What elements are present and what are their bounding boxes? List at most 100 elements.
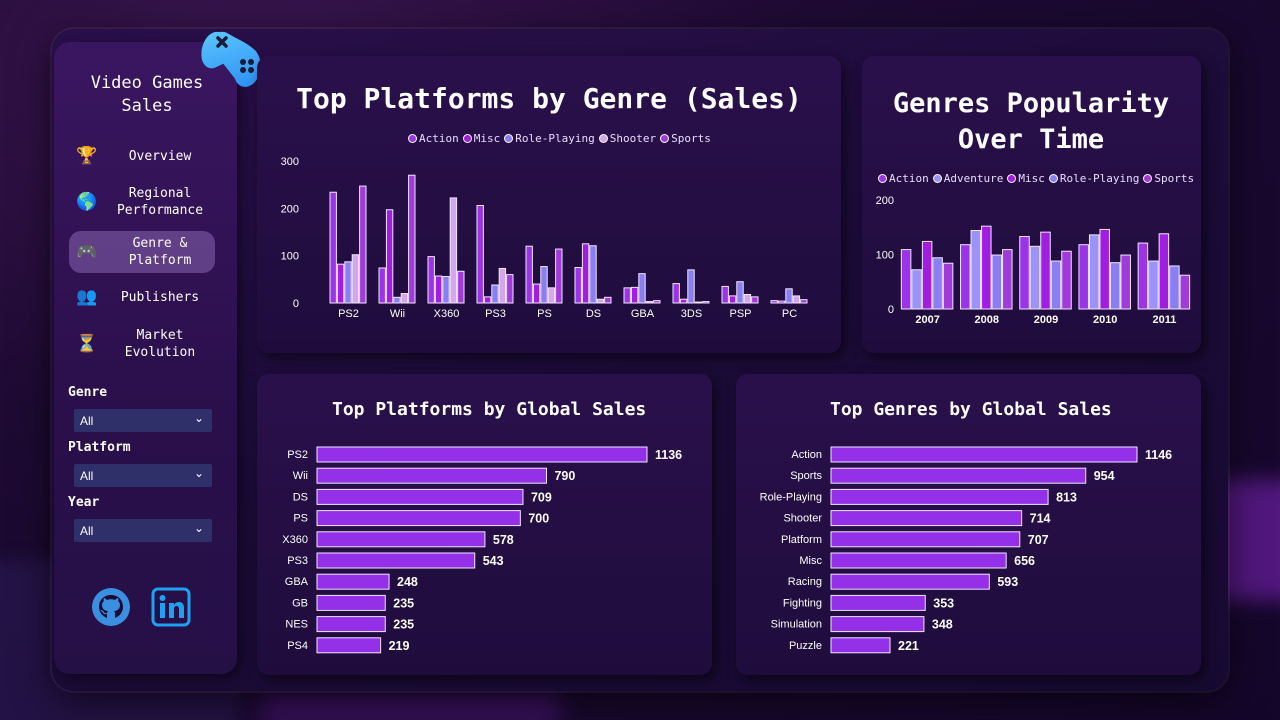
bar-role-playing-3ds[interactable] — [687, 269, 695, 304]
bar-misc-pc[interactable] — [777, 300, 786, 304]
bar-misc-ds[interactable] — [581, 243, 590, 304]
bar-shooter-x360[interactable] — [449, 197, 458, 304]
bar-sports-ps[interactable] — [555, 248, 563, 304]
bar-role-playing-2008[interactable] — [991, 254, 1003, 310]
bar-sports-2007[interactable] — [942, 262, 954, 310]
bar-misc-2010[interactable] — [1099, 228, 1110, 310]
bar-shooter-pc[interactable] — [792, 295, 801, 304]
bar-misc-ps2[interactable] — [336, 263, 345, 304]
bar-misc-wii[interactable] — [385, 209, 394, 304]
bar-ps[interactable] — [316, 510, 521, 527]
bar-action-2008[interactable] — [960, 244, 971, 310]
bar-simulation[interactable] — [830, 616, 925, 633]
genre-filter-dropdown[interactable]: All ⌄ — [74, 409, 212, 432]
bar-action-pc[interactable] — [770, 300, 778, 304]
bar-action-wii[interactable] — [378, 267, 386, 304]
bar-role-playing-gba[interactable] — [638, 273, 646, 304]
bar-sports-2008[interactable] — [1002, 249, 1013, 310]
bar-action[interactable] — [830, 446, 1138, 463]
legend-item[interactable]: Role-Playing — [1048, 172, 1139, 185]
bar-action-ps2[interactable] — [329, 191, 337, 304]
bar-action-gba[interactable] — [623, 287, 631, 304]
bar-wii[interactable] — [316, 467, 547, 484]
bar-role-playing[interactable] — [830, 488, 1049, 505]
bar-sports-2009[interactable] — [1061, 250, 1072, 310]
bar-sports-psp[interactable] — [751, 296, 759, 304]
nav-item-genre-platform[interactable]: 🎮 Genre & Platform — [69, 231, 215, 273]
bar-ps4[interactable] — [316, 637, 382, 654]
bar-shooter-ps[interactable] — [547, 287, 556, 304]
legend-item[interactable]: Action — [408, 132, 459, 145]
bar-sports-ds[interactable] — [604, 296, 612, 304]
bar-nes[interactable] — [316, 616, 386, 633]
bar-ps2[interactable] — [316, 446, 648, 463]
bar-action-3ds[interactable] — [672, 283, 680, 304]
legend-item[interactable]: Shooter — [598, 132, 656, 145]
bar-shooter-ps2[interactable] — [351, 254, 360, 304]
bar-misc-gba[interactable] — [630, 286, 639, 304]
bar-action-psp[interactable] — [721, 285, 729, 304]
bar-role-playing-psp[interactable] — [736, 281, 744, 304]
bar-action-ds[interactable] — [574, 267, 582, 304]
bar-ps3[interactable] — [316, 552, 476, 569]
bar-misc-psp[interactable] — [728, 295, 737, 304]
bar-misc[interactable] — [830, 552, 1007, 569]
bar-misc-2008[interactable] — [981, 225, 992, 310]
bar-sports[interactable] — [830, 467, 1087, 484]
legend-item[interactable]: Action — [878, 172, 929, 185]
bar-role-playing-ps2[interactable] — [344, 261, 352, 304]
bar-shooter-ds[interactable] — [596, 298, 605, 304]
bar-shooter-gba[interactable] — [645, 301, 654, 304]
bar-adventure-2010[interactable] — [1088, 234, 1100, 310]
bar-action-x360[interactable] — [427, 256, 435, 304]
legend-item[interactable]: Misc — [462, 132, 500, 145]
bar-action-2009[interactable] — [1019, 236, 1030, 310]
bar-sports-2010[interactable] — [1120, 254, 1131, 310]
bar-sports-ps2[interactable] — [359, 185, 367, 304]
bar-action-2011[interactable] — [1137, 242, 1149, 310]
github-icon[interactable] — [90, 586, 132, 628]
bar-role-playing-pc[interactable] — [785, 288, 793, 304]
bar-shooter-ps3[interactable] — [498, 267, 507, 304]
bar-action-ps[interactable] — [525, 245, 533, 304]
bar-sports-2011[interactable] — [1179, 274, 1191, 310]
year-filter-dropdown[interactable]: All ⌄ — [74, 519, 212, 542]
bar-role-playing-ps[interactable] — [540, 266, 548, 304]
bar-gb[interactable] — [316, 594, 386, 611]
bar-role-playing-ps3[interactable] — [491, 284, 499, 304]
bar-sports-pc[interactable] — [800, 299, 808, 304]
bar-misc-x360[interactable] — [434, 275, 443, 304]
bar-role-playing-x360[interactable] — [442, 275, 450, 304]
legend-item[interactable]: Sports — [660, 132, 711, 145]
bar-fighting[interactable] — [830, 594, 926, 611]
bar-misc-3ds[interactable] — [679, 298, 688, 304]
nav-item-publishers[interactable]: 👥 Publishers — [69, 276, 215, 318]
bar-role-playing-2007[interactable] — [932, 257, 943, 310]
bar-shooter[interactable] — [830, 510, 1023, 527]
bar-action-2010[interactable] — [1078, 244, 1089, 310]
bar-ds[interactable] — [316, 488, 524, 505]
bar-adventure-2009[interactable] — [1029, 245, 1041, 310]
nav-item-regional-performance[interactable]: 🌎 Regional Performance — [69, 181, 215, 223]
bar-shooter-psp[interactable] — [743, 293, 752, 304]
nav-item-market-evolution[interactable]: ⏳ Market Evolution — [69, 323, 215, 365]
bar-sports-gba[interactable] — [653, 300, 661, 304]
bar-role-playing-2010[interactable] — [1109, 262, 1121, 310]
bar-adventure-2008[interactable] — [970, 230, 982, 310]
legend-item[interactable]: Adventure — [932, 172, 1003, 185]
bar-sports-ps3[interactable] — [506, 274, 514, 304]
linkedin-icon[interactable] — [150, 586, 192, 628]
bar-role-playing-ds[interactable] — [589, 245, 597, 304]
bar-sports-3ds[interactable] — [702, 301, 710, 304]
bar-action-ps3[interactable] — [476, 204, 484, 304]
nav-item-overview[interactable]: 🏆 Overview — [69, 135, 215, 177]
bar-sports-wii[interactable] — [408, 174, 416, 304]
bar-racing[interactable] — [830, 573, 990, 590]
legend-item[interactable]: Misc — [1007, 172, 1045, 185]
bar-role-playing-wii[interactable] — [393, 296, 401, 304]
bar-misc-ps3[interactable] — [483, 296, 492, 304]
bar-adventure-2011[interactable] — [1148, 260, 1159, 310]
bar-misc-ps[interactable] — [532, 283, 541, 304]
bar-misc-2011[interactable] — [1158, 233, 1170, 310]
bar-role-playing-2009[interactable] — [1050, 260, 1062, 310]
